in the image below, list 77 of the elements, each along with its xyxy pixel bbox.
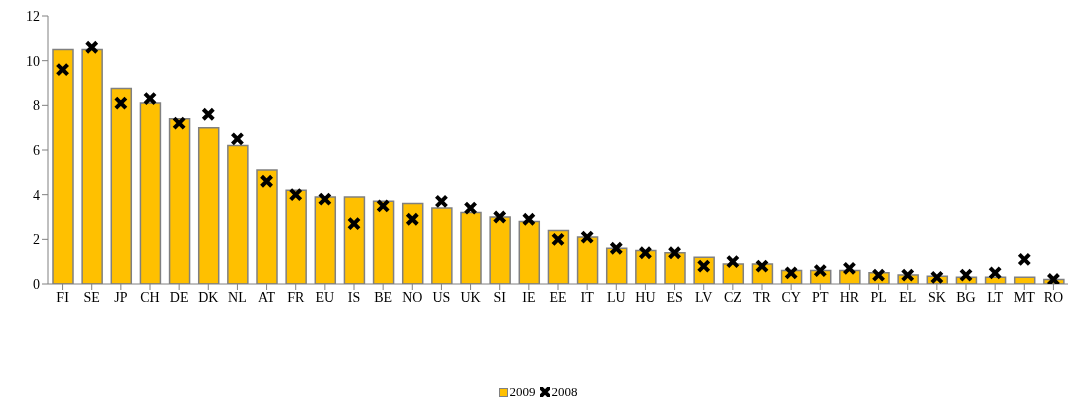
x-tick-label: DK xyxy=(198,289,219,305)
y-tick-label: 8 xyxy=(33,98,40,114)
x-tick-label: CH xyxy=(140,289,160,305)
x-tick-label: FI xyxy=(56,289,70,305)
point xyxy=(113,96,128,111)
x-tick-label: AT xyxy=(258,289,276,305)
legend-label: 2009 xyxy=(509,384,536,400)
point xyxy=(521,212,536,227)
x-tick-label: CY xyxy=(781,289,801,305)
point xyxy=(842,261,857,276)
point xyxy=(667,245,682,260)
point xyxy=(84,40,99,55)
x-tick-label: HU xyxy=(635,289,656,305)
point xyxy=(609,241,624,256)
x-tick-label: JP xyxy=(114,289,128,305)
point xyxy=(871,268,886,283)
point xyxy=(580,230,595,245)
point xyxy=(347,216,361,231)
point xyxy=(988,265,1003,280)
y-tick-label: 6 xyxy=(33,142,40,158)
x-tick-label: RO xyxy=(1043,289,1064,305)
x-tick-label: TR xyxy=(753,289,772,305)
point xyxy=(376,198,391,213)
x-tick-label: LV xyxy=(695,289,713,305)
x-tick-label: LT xyxy=(987,289,1004,305)
point xyxy=(172,116,187,131)
x-tick-label: EE xyxy=(549,289,567,305)
point xyxy=(959,268,973,283)
x-tick-label: SK xyxy=(927,289,946,305)
x-tick-label: SI xyxy=(493,289,507,305)
y-tick-label: 12 xyxy=(26,8,40,24)
x-tick-label: SE xyxy=(83,289,100,305)
y-tick-label: 10 xyxy=(26,53,40,69)
y-tick-label: 2 xyxy=(33,232,40,248)
x-tick-label: BE xyxy=(374,289,393,305)
point xyxy=(929,270,944,284)
point xyxy=(405,212,420,227)
x-tick-label: PL xyxy=(870,289,887,305)
x-tick-label: IE xyxy=(522,289,536,305)
x-tick-label: HR xyxy=(839,289,860,305)
point xyxy=(813,263,828,278)
point xyxy=(55,62,70,77)
legend-label: 2008 xyxy=(551,384,578,400)
point xyxy=(434,194,449,209)
x-tick-label: CZ xyxy=(723,289,742,305)
point xyxy=(900,268,915,283)
x-tick-label: NL xyxy=(228,289,247,305)
point xyxy=(230,131,245,146)
point xyxy=(784,265,799,280)
point xyxy=(143,91,157,106)
x-tick-label: ES xyxy=(666,289,683,305)
x-tick-label: IS xyxy=(347,289,361,305)
point xyxy=(463,201,478,216)
x-tick-label: NO xyxy=(402,289,423,305)
x-tick-label: IT xyxy=(580,289,595,305)
point xyxy=(638,245,653,260)
y-tick-label: 4 xyxy=(33,187,40,203)
x-tick-label: FR xyxy=(287,289,305,305)
point xyxy=(492,210,507,224)
point xyxy=(551,232,565,247)
x-tick-label: US xyxy=(432,289,451,305)
x-tick-label: DE xyxy=(169,289,189,305)
x-tick-label: BG xyxy=(956,289,976,305)
x-tick-label: EU xyxy=(315,289,335,305)
x-tick-label: PT xyxy=(812,289,829,305)
point xyxy=(1017,252,1032,267)
point xyxy=(259,174,274,189)
y-tick-label: 0 xyxy=(33,276,40,292)
x-tick-label: EL xyxy=(899,289,917,305)
point xyxy=(201,107,216,122)
point xyxy=(317,192,332,207)
point xyxy=(1046,272,1061,284)
x-tick-label: LU xyxy=(606,289,626,305)
x-tick-label: UK xyxy=(460,289,481,305)
x-tick-label: MT xyxy=(1013,289,1036,305)
point xyxy=(288,187,303,202)
point xyxy=(725,254,740,269)
